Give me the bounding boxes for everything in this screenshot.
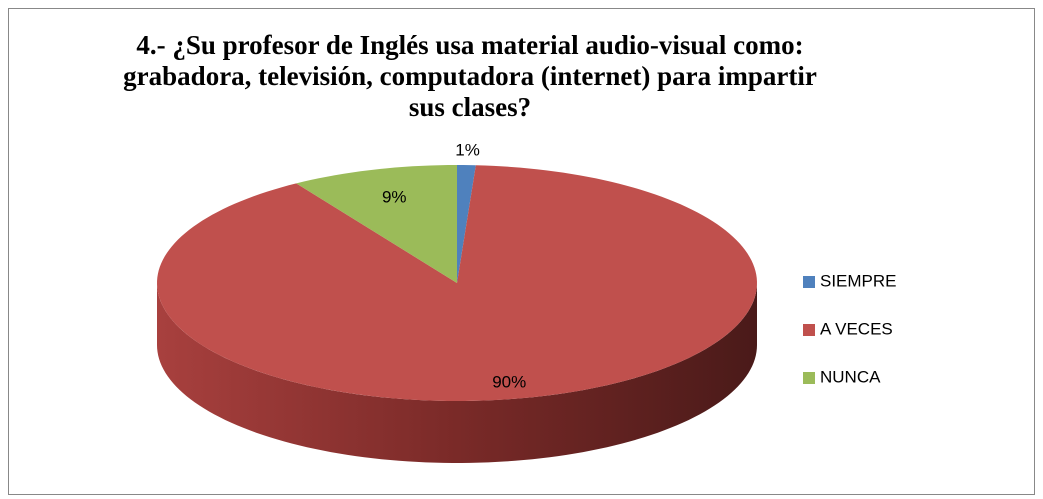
- chart-title: 4.- ¿Su profesor de Inglés usa material …: [123, 30, 817, 122]
- legend-label: A VECES: [820, 319, 893, 338]
- pie-side: [157, 283, 757, 463]
- pie-slice: [157, 165, 757, 401]
- data-label: 1%: [455, 140, 480, 159]
- pie-slice: [296, 165, 457, 283]
- legend-label: SIEMPRE: [820, 271, 897, 290]
- data-label: 90%: [492, 372, 526, 391]
- legend-swatch: [803, 372, 815, 384]
- legend-label: NUNCA: [820, 367, 881, 386]
- legend-swatch: [803, 324, 815, 336]
- legend-swatch: [803, 276, 815, 288]
- pie-slice: [457, 165, 476, 283]
- data-label: 9%: [382, 187, 407, 206]
